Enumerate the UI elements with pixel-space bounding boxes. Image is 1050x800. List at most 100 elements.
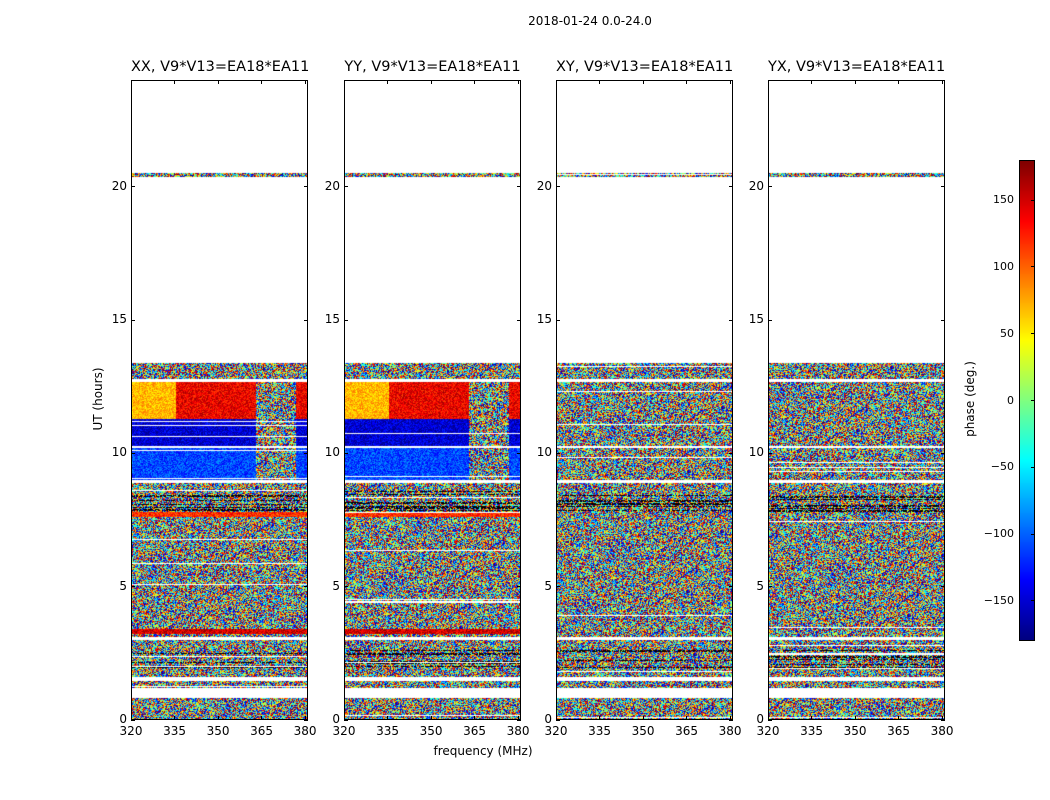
x-tick-top-yy-335 (387, 80, 389, 84)
y-tick-right-xx-5 (304, 586, 308, 588)
x-tick-label-yy-350: 350 (419, 724, 443, 738)
y-tick-label-yx-20: 20 (748, 178, 764, 193)
panel-title-yx: YX, V9*V13=EA18*EA11 (768, 59, 946, 75)
y-tick-right-xx-0 (304, 719, 308, 721)
colorbar-tick-50 (1031, 333, 1035, 335)
y-tick-label-yy-15: 15 (324, 312, 340, 326)
x-tick-label-xy-365: 365 (675, 724, 699, 738)
y-tick-yx-5 (768, 586, 772, 588)
x-tick-label-yy-320: 320 (332, 724, 356, 738)
x-tick-yy-320 (343, 716, 345, 720)
x-tick-yx-335 (811, 716, 813, 720)
y-tick-right-xy-5 (729, 586, 733, 588)
x-tick-yy-365 (474, 716, 476, 720)
x-tick-top-yy-320 (343, 80, 345, 84)
x-tick-label-yx-320: 320 (756, 724, 780, 738)
y-tick-right-xy-20 (729, 186, 733, 188)
x-tick-xy-335 (599, 716, 601, 720)
x-tick-top-xx-380 (304, 80, 306, 84)
x-tick-label-xx-380: 380 (293, 724, 317, 738)
y-tick-right-yx-5 (941, 586, 945, 588)
x-tick-top-xy-380 (729, 80, 731, 84)
x-tick-top-xy-320 (555, 80, 557, 84)
x-tick-xx-365 (261, 716, 263, 720)
y-axis-label: UT (hours) (91, 367, 105, 431)
y-tick-right-yx-10 (941, 452, 945, 454)
x-tick-top-yx-350 (854, 80, 856, 84)
x-tick-xy-350 (642, 716, 644, 720)
y-tick-label-xx-10: 10 (111, 445, 127, 460)
y-tick-label-xy-20: 20 (536, 178, 552, 193)
x-tick-top-xx-365 (261, 80, 263, 84)
x-tick-label-yx-365: 365 (887, 724, 911, 738)
y-tick-right-yy-5 (517, 586, 521, 588)
y-tick-xy-20 (556, 186, 560, 188)
y-tick-right-xx-15 (304, 319, 308, 321)
y-tick-right-xx-10 (304, 452, 308, 454)
y-tick-right-xy-0 (729, 719, 733, 721)
x-tick-top-xx-335 (174, 80, 176, 84)
y-tick-label-yy-0: 0 (332, 712, 340, 726)
x-tick-yx-350 (854, 716, 856, 720)
heatmap-panel-yy (344, 80, 521, 720)
colorbar-tick-0 (1031, 400, 1035, 401)
x-tick-top-yx-320 (767, 80, 769, 84)
x-tick-yx-320 (767, 716, 769, 720)
y-tick-xx-20 (131, 186, 135, 188)
x-tick-xx-350 (217, 716, 219, 720)
y-tick-label-xy-0: 0 (544, 712, 552, 726)
x-tick-top-yy-380 (517, 80, 519, 84)
x-tick-label-xy-380: 380 (718, 724, 742, 738)
x-axis-label: frequency (MHz) (433, 744, 533, 758)
x-tick-top-yx-365 (898, 80, 900, 84)
y-tick-yx-20 (768, 186, 772, 188)
y-tick-right-yx-15 (941, 319, 945, 321)
x-tick-top-xy-365 (686, 80, 688, 84)
y-tick-right-yy-20 (517, 186, 521, 188)
panel-title-xy: XY, V9*V13=EA18*EA11 (556, 59, 734, 75)
heatmap-canvas-yx (769, 81, 944, 719)
x-tick-xx-335 (174, 716, 176, 720)
x-tick-label-yx-350: 350 (843, 724, 867, 738)
y-tick-yy-5 (344, 586, 348, 588)
y-tick-label-xx-5: 5 (119, 578, 127, 593)
y-tick-right-yy-10 (517, 452, 521, 454)
x-tick-label-yy-365: 365 (463, 724, 487, 738)
x-tick-top-xx-350 (217, 80, 219, 84)
y-tick-label-yx-10: 10 (748, 445, 764, 460)
y-tick-label-xy-5: 5 (544, 578, 552, 593)
x-tick-top-yx-380 (941, 80, 943, 84)
x-tick-xx-320 (130, 716, 132, 720)
colorbar-tick-label--50: −50 (990, 460, 1014, 474)
y-tick-xx-5 (131, 586, 135, 588)
colorbar-tick-label--150: −150 (983, 593, 1014, 607)
y-tick-right-yy-15 (517, 319, 521, 321)
x-tick-label-yy-335: 335 (376, 724, 399, 738)
x-tick-label-xy-320: 320 (544, 724, 568, 738)
y-tick-xx-15 (131, 319, 135, 321)
y-tick-xy-15 (556, 319, 560, 321)
y-tick-xx-10 (131, 452, 135, 454)
colorbar-tick-label-50: 50 (1000, 326, 1014, 340)
x-tick-label-xx-320: 320 (119, 724, 143, 738)
x-tick-label-xy-350: 350 (631, 724, 655, 738)
y-tick-label-yx-0: 0 (756, 712, 764, 726)
heatmap-canvas-yy (345, 81, 520, 719)
colorbar-tick-100 (1031, 266, 1035, 268)
y-tick-xy-0 (556, 719, 560, 721)
heatmap-panel-xx (131, 80, 308, 720)
colorbar-tick-label--100: −100 (983, 527, 1014, 541)
y-tick-label-xy-15: 15 (536, 312, 552, 326)
colorbar-tick--50 (1031, 466, 1035, 468)
y-tick-right-yx-20 (941, 186, 945, 188)
figure-title: 2018-01-24 0.0-24.0 (528, 14, 652, 28)
colorbar-gradient (1020, 161, 1034, 640)
x-tick-top-yy-350 (430, 80, 432, 84)
colorbar-tick-label-150: 150 (993, 193, 1014, 207)
colorbar (1019, 160, 1035, 641)
y-tick-label-xx-20: 20 (111, 178, 127, 193)
colorbar-label: phase (deg.) (963, 361, 977, 437)
y-tick-right-xy-10 (729, 452, 733, 454)
panel-title-xx: XX, V9*V13=EA18*EA11 (131, 59, 310, 75)
x-tick-xy-380 (729, 716, 731, 720)
